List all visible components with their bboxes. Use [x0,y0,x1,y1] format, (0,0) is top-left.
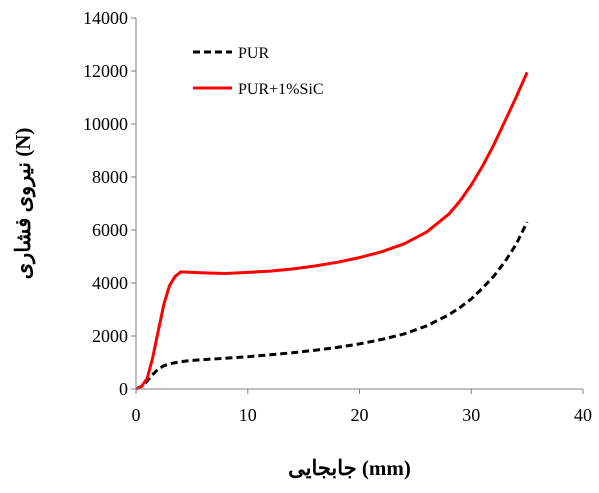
y-tick-label: 6000 [92,220,128,240]
series-line-2 [135,71,529,391]
x-tick-label: 0 [132,405,141,425]
y-tick-label: 2000 [92,326,128,346]
legend-label-2: PUR+1%SiC [238,81,324,98]
x-axis-title: جابجایی (mm) [288,456,411,480]
y-tick-label: 8000 [92,167,128,187]
y-tick-label: 12000 [83,61,128,81]
x-tick-label: 40 [574,405,592,425]
x-tick-label: 20 [351,405,369,425]
legend-label-1: PUR [238,45,269,62]
y-tick-label: 14000 [83,8,128,28]
series-line-1 [135,221,529,391]
x-tick-label: 30 [462,405,480,425]
y-axis-title: نیروی فشاری (N) [11,128,36,280]
y-tick-label: 0 [119,379,128,399]
y-tick-label: 4000 [92,273,128,293]
y-tick-label: 10000 [83,114,128,134]
x-tick-label: 10 [239,405,257,425]
